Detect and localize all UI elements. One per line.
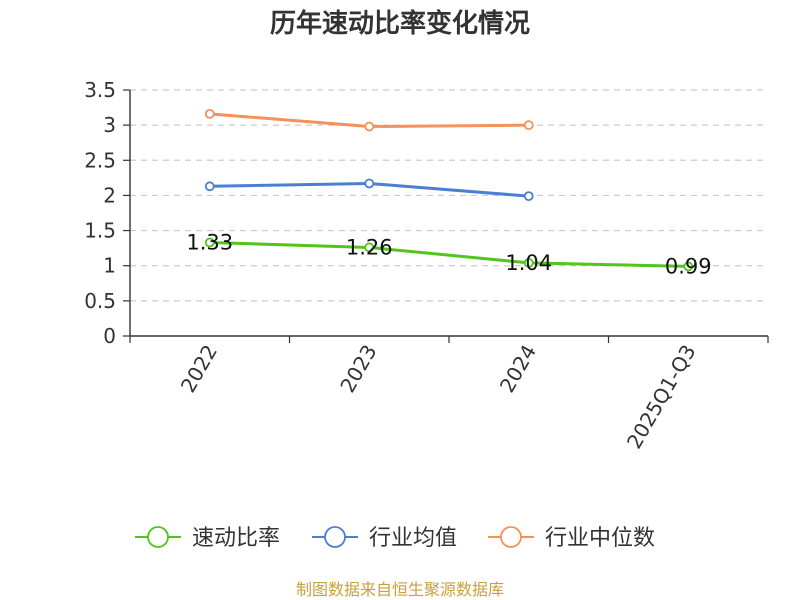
legend-marker [324, 526, 346, 548]
legend: 速动比率 行业均值 行业中位数 [135, 526, 655, 551]
data-point [204, 237, 215, 248]
data-label: 1.04 [505, 251, 552, 275]
x-tick-label: 2024 [495, 341, 541, 397]
y-tick-label: 0 [103, 324, 116, 348]
y-tick-label: 0.5 [84, 289, 116, 313]
data-point [204, 181, 215, 192]
y-tick-label: 2 [103, 183, 116, 207]
series-3 [204, 108, 534, 132]
data-point [523, 258, 534, 268]
y-tick-label: 3.5 [84, 78, 116, 102]
data-label: 1.26 [346, 235, 393, 259]
x-tick-label: 2023 [335, 341, 381, 397]
data-point [364, 242, 375, 253]
data-point [204, 108, 215, 119]
data-point [364, 121, 375, 132]
legend-label: 行业均值 [369, 526, 457, 551]
data-point [523, 191, 534, 202]
legend-label: 速动比率 [192, 526, 280, 551]
series-group: 1.33 1.26 1.04 0.99 [186, 108, 712, 279]
data-point [523, 120, 534, 131]
legend-item-1: 速动比率 [135, 526, 280, 551]
y-tick-label: 3 [103, 113, 116, 137]
chart-title: 历年速动比率变化情况 [270, 8, 530, 39]
legend-marker [147, 526, 169, 548]
data-point [683, 261, 694, 272]
y-tick-label: 1 [103, 254, 116, 278]
y-tick-label: 1.5 [84, 219, 116, 243]
legend-item-3: 行业中位数 [488, 526, 655, 551]
x-tick-label: 2022 [176, 341, 222, 397]
legend-marker [500, 526, 522, 548]
series-line [209, 241, 689, 268]
data-label: 0.99 [665, 254, 712, 278]
source-note: 制图数据来自恒生聚源数据库 [296, 580, 504, 599]
data-point [364, 178, 375, 189]
legend-item-2: 行业均值 [312, 526, 457, 551]
y-tick-label: 2.5 [84, 148, 116, 172]
data-label: 1.33 [186, 231, 233, 255]
series-2 [204, 178, 534, 202]
series-1: 1.33 1.26 1.04 0.99 [186, 231, 711, 279]
x-tick-label: 2025Q1-Q3 [622, 341, 701, 453]
legend-label: 行业中位数 [545, 526, 655, 551]
